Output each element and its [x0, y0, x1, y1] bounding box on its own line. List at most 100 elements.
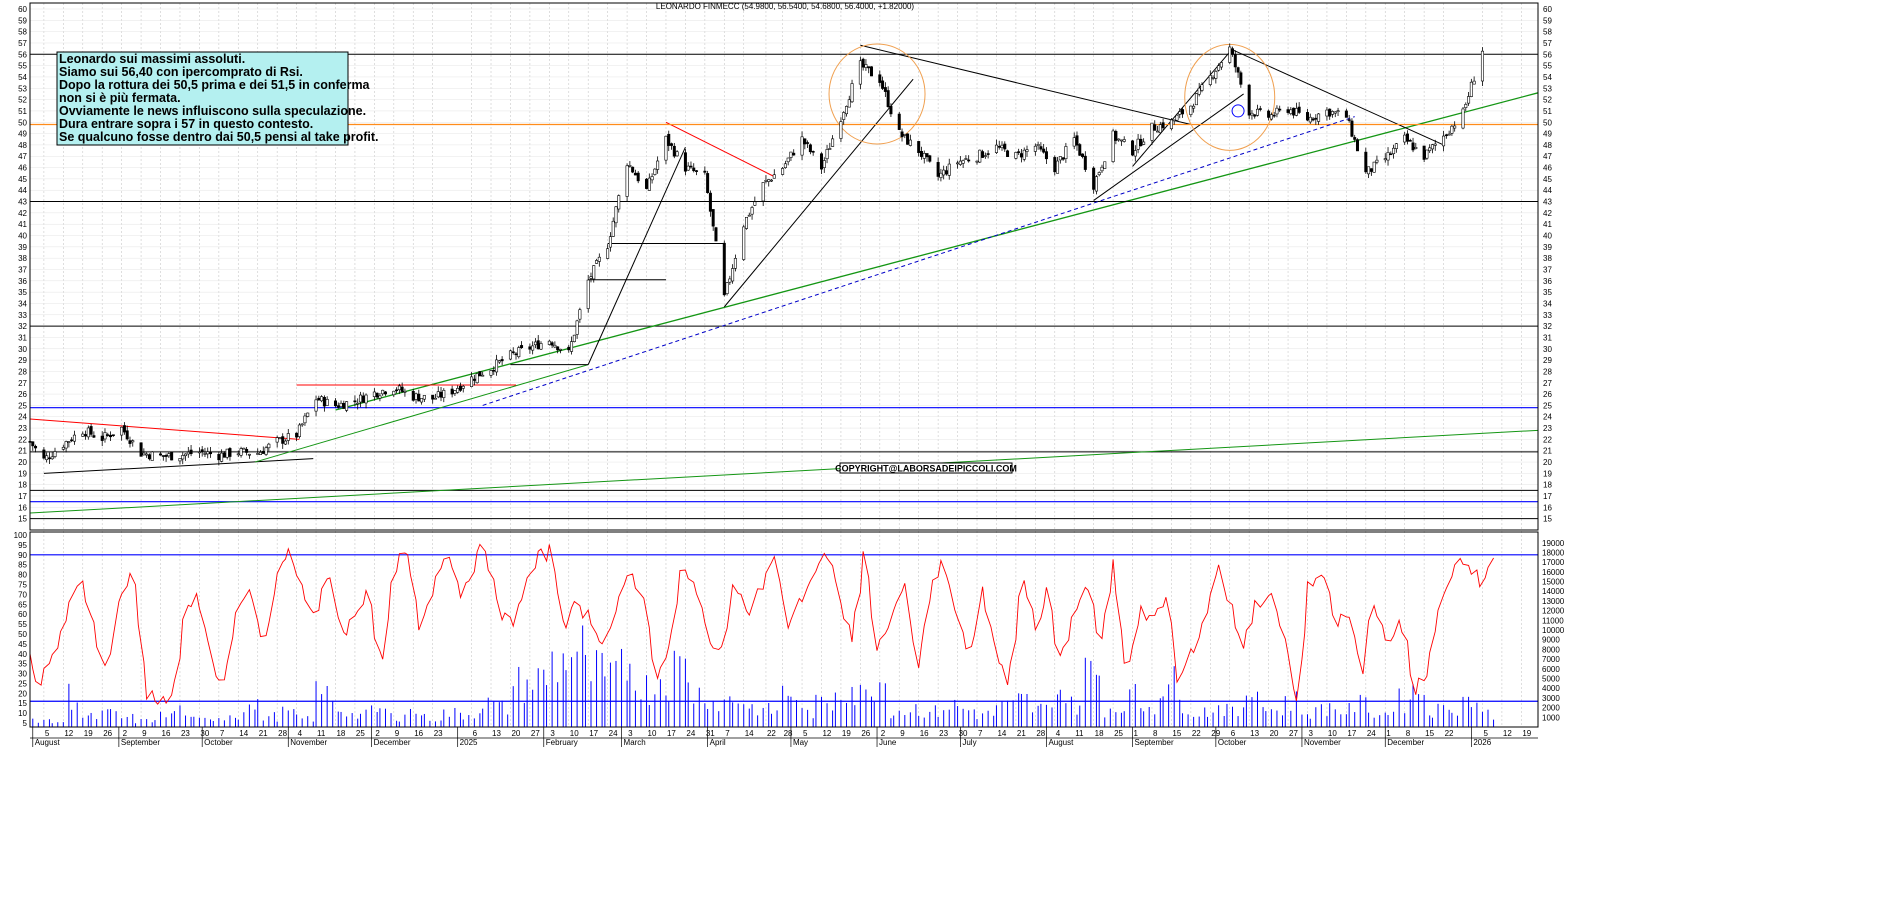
candle-body	[495, 359, 499, 373]
candle-body	[722, 242, 726, 296]
candle-body	[461, 385, 465, 389]
candle-body	[533, 341, 537, 346]
candle-body	[353, 400, 357, 403]
candle-body	[886, 90, 890, 107]
candle-body	[159, 453, 163, 456]
x-day-tick: 28	[1036, 729, 1045, 738]
candle-body	[278, 437, 282, 439]
x-day-tick: 7	[725, 729, 730, 738]
candle-body	[606, 248, 610, 259]
rsi-tick: 75	[18, 580, 27, 589]
candle-body	[314, 399, 318, 412]
candle-body	[322, 396, 326, 407]
candle-body	[1172, 119, 1176, 122]
candle-body	[520, 345, 524, 348]
candle-body	[764, 179, 768, 182]
candle-body	[1392, 147, 1396, 155]
candle-body	[1330, 111, 1334, 115]
x-day-tick: 2	[123, 729, 128, 738]
candle-body	[531, 345, 535, 351]
candle-body	[900, 131, 904, 138]
y-right-tick: 30	[1543, 345, 1552, 354]
y-left-tick: 23	[18, 424, 27, 433]
candle-body	[786, 157, 790, 163]
candle-body	[536, 340, 540, 350]
candle-body	[1292, 107, 1296, 116]
x-day-tick: 18	[1095, 729, 1104, 738]
y-right-tick: 36	[1543, 277, 1552, 286]
candle-body	[45, 455, 49, 461]
x-day-tick: 19	[84, 729, 93, 738]
candle-body	[261, 450, 265, 454]
trendline	[1232, 49, 1444, 146]
candle-body	[633, 172, 637, 176]
candle-body	[139, 442, 143, 457]
x-day-tick: 3	[628, 729, 633, 738]
y-right-tick: 56	[1543, 50, 1552, 59]
x-day-tick: 22	[767, 729, 776, 738]
candle-body	[170, 451, 174, 461]
volume-tick: 19000	[1542, 539, 1565, 548]
y-left-tick: 33	[18, 311, 27, 320]
y-left-tick: 48	[18, 141, 27, 150]
y-left-tick: 37	[18, 266, 27, 275]
y-right-tick: 23	[1543, 424, 1552, 433]
candle-body	[64, 441, 68, 449]
x-month-label: September	[121, 738, 160, 747]
candle-body	[1328, 108, 1332, 117]
rsi-line	[29, 543, 1494, 705]
candle-body	[53, 451, 57, 457]
candle-body	[431, 394, 435, 400]
rsi-tick: 5	[23, 719, 28, 728]
x-day-tick: 18	[336, 729, 345, 738]
x-day-tick: 16	[920, 729, 929, 738]
volume-tick: 5000	[1542, 675, 1560, 684]
candle-body	[1294, 108, 1298, 116]
candle-body	[614, 206, 618, 224]
candle-body	[878, 74, 882, 83]
rsi-tick: 10	[18, 709, 27, 718]
annotation-line: Dura entrare sopra i 57 in questo contes…	[59, 117, 313, 131]
candle-body	[442, 390, 446, 398]
candle-body	[939, 172, 943, 178]
candle-body	[1308, 116, 1312, 123]
candle-body	[281, 436, 285, 444]
candle-body	[1194, 93, 1198, 106]
y-right-tick: 28	[1543, 367, 1552, 376]
candle-body	[1178, 111, 1182, 115]
candle-body	[670, 143, 674, 146]
candle-body	[1383, 158, 1387, 161]
candle-body	[342, 402, 346, 409]
candle-body	[378, 395, 382, 399]
candle-body	[936, 162, 940, 177]
candle-body	[150, 451, 154, 461]
candle-body	[1200, 84, 1204, 91]
candle-body	[131, 440, 135, 443]
candle-body	[1233, 54, 1237, 68]
candle-body	[1464, 104, 1468, 108]
candle-body	[647, 177, 651, 191]
y-right-tick: 42	[1543, 209, 1552, 218]
candle-body	[1278, 108, 1282, 111]
x-day-tick: 26	[861, 729, 870, 738]
x-day-tick: 16	[414, 729, 423, 738]
candle-body	[364, 394, 368, 404]
y-left-tick: 36	[18, 277, 27, 286]
candle-body	[1022, 149, 1026, 160]
y-left-tick: 22	[18, 435, 27, 444]
candle-body	[1122, 139, 1126, 142]
y-left-tick: 26	[18, 390, 27, 399]
candle-body	[922, 153, 926, 159]
y-right-tick: 24	[1543, 413, 1552, 422]
y-left-tick: 34	[18, 299, 27, 308]
y-left-tick: 51	[18, 107, 27, 116]
candle-body	[320, 396, 324, 402]
volume-tick: 6000	[1542, 665, 1560, 674]
candle-body	[1247, 84, 1251, 116]
y-left-tick: 16	[18, 503, 27, 512]
y-right-tick: 26	[1543, 390, 1552, 399]
rsi-tick: 100	[14, 531, 28, 540]
candle-body	[1217, 65, 1221, 71]
y-right-tick: 29	[1543, 356, 1552, 365]
